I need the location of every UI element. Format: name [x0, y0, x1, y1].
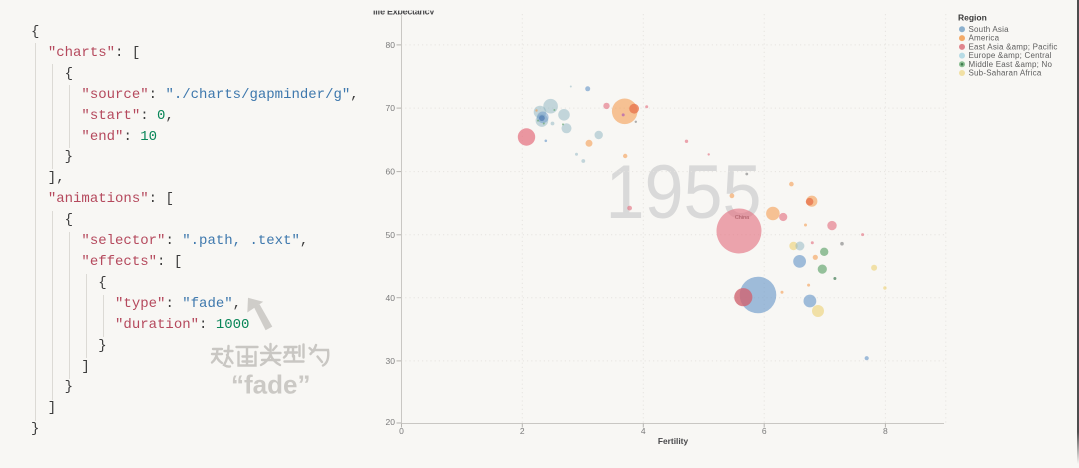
- svg-text:80: 80: [386, 40, 396, 50]
- svg-text:“fade”: “fade”: [231, 370, 310, 400]
- svg-text:East Asia &amp; Pacific: East Asia &amp; Pacific: [969, 43, 1058, 52]
- svg-text:8: 8: [883, 426, 888, 436]
- svg-text:2: 2: [520, 426, 525, 436]
- svg-text:China: China: [735, 215, 750, 221]
- svg-text:30: 30: [386, 356, 396, 366]
- svg-text:America: America: [969, 34, 1000, 43]
- svg-text:70: 70: [386, 103, 396, 113]
- svg-text:Middle East &amp; No: Middle East &amp; No: [969, 60, 1053, 69]
- svg-text:6: 6: [762, 426, 767, 436]
- svg-text:40: 40: [386, 293, 396, 303]
- svg-text:Europe &amp; Central: Europe &amp; Central: [969, 51, 1052, 60]
- svg-text:60: 60: [386, 167, 396, 177]
- svg-text:50: 50: [386, 230, 396, 240]
- svg-text:4: 4: [641, 426, 646, 436]
- svg-text:20: 20: [386, 417, 396, 427]
- svg-text:life Expectancy: life Expectancy: [373, 6, 434, 16]
- svg-text:Sub-Saharan Africa: Sub-Saharan Africa: [969, 69, 1042, 78]
- svg-text:South Asia: South Asia: [969, 25, 1010, 34]
- svg-text:Fertility: Fertility: [658, 436, 689, 446]
- svg-text:0: 0: [399, 426, 404, 436]
- svg-text:Region: Region: [958, 13, 987, 23]
